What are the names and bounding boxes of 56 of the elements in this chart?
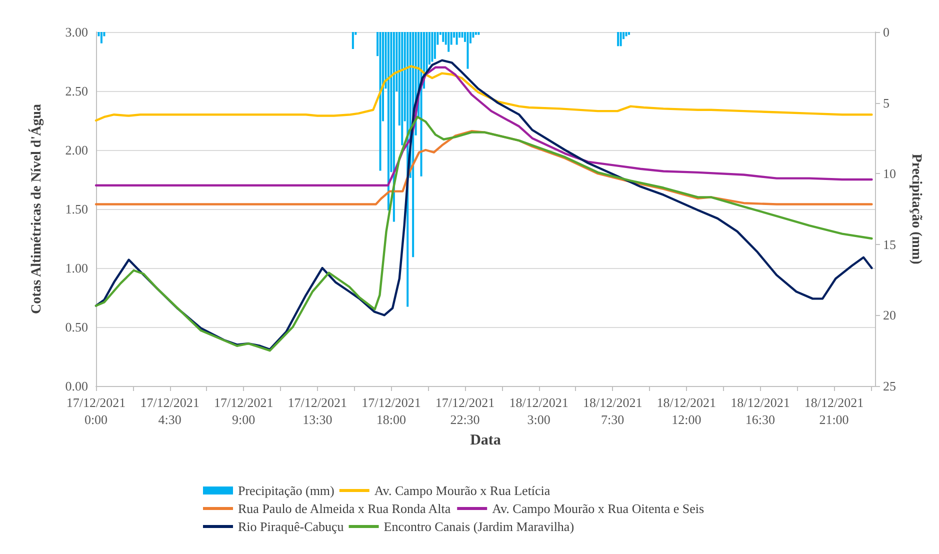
bar [448,32,450,52]
legend-label: Rua Paulo de Almeida x Rua Ronda Alta [238,501,451,516]
x-tick-label: 18/12/2021 21:00 [804,395,864,427]
line-series [94,116,873,352]
y-tick-label: 0.00 [65,378,88,394]
y2-axis-title: Precipitação (mm) [908,154,924,265]
bar [620,32,622,46]
line-series [94,66,873,186]
y-tick-label: 2.50 [65,84,88,98]
x-tick-label: 18/12/2021 3:00 [509,395,568,427]
y2-tick-label: 5 [883,95,890,110]
bar [478,32,480,35]
y-tick-label: 1.00 [65,260,88,276]
legend-label: Encontro Canais (Jardim Maravilha) [384,519,574,534]
x-tick-label: 17/12/2021 9:00 [214,395,274,427]
x-tick-label: 17/12/2021 18:00 [362,395,421,427]
y2-tick-label: 10 [883,166,896,182]
y-tick-label: 2.00 [65,142,88,158]
legend-label: Rio Piraquê-Cabuçu [238,519,344,534]
x-tick-label: 17/12/2021 13:30 [288,395,348,427]
legend-label: Precipitação (mm) [238,483,334,498]
bar [628,32,630,35]
bar [431,32,434,62]
y2-tick-label: 15 [883,236,896,252]
bar [434,32,436,59]
y2-tick-label: 20 [883,308,896,323]
bar [379,32,382,171]
y-tick-label: 3.00 [65,24,88,40]
y-tick-label: 0.50 [65,320,88,334]
x-axis-title: Data [470,432,502,448]
bar [474,32,477,35]
bar [456,32,458,45]
line-series [94,130,873,206]
bar [387,32,390,210]
legend-label: Av. Campo Mourão x Rua Oitenta e Seis [492,501,704,516]
line-series [94,59,873,351]
legend-label: Av. Campo Mourão x Rua Letícia [374,483,550,498]
y2-tick-label: 0 [883,24,890,40]
x-tick-label: 18/12/2021 7:30 [582,395,642,427]
x-tick-label: 17/12/2021 22:30 [435,395,495,427]
x-tick-label: 17/12/2021 4:30 [140,395,200,427]
bar [625,32,628,36]
bar [352,32,354,49]
y-axis-title: Cotas Altimétricas de Nível d'Água [28,104,44,314]
y-tick-label: 1.50 [65,202,88,216]
bar [401,32,404,146]
line-series [94,65,873,122]
bar [617,32,620,46]
y2-tick-label: 25 [883,378,896,394]
bar [100,32,102,44]
x-tick-label: 18/12/2021 12:00 [656,395,716,427]
bar [466,32,469,69]
x-tick-label: 18/12/2021 16:30 [730,395,790,427]
bar [442,32,444,42]
bar [461,32,464,38]
x-tick-label: 17/12/2021 0:00 [66,395,126,427]
